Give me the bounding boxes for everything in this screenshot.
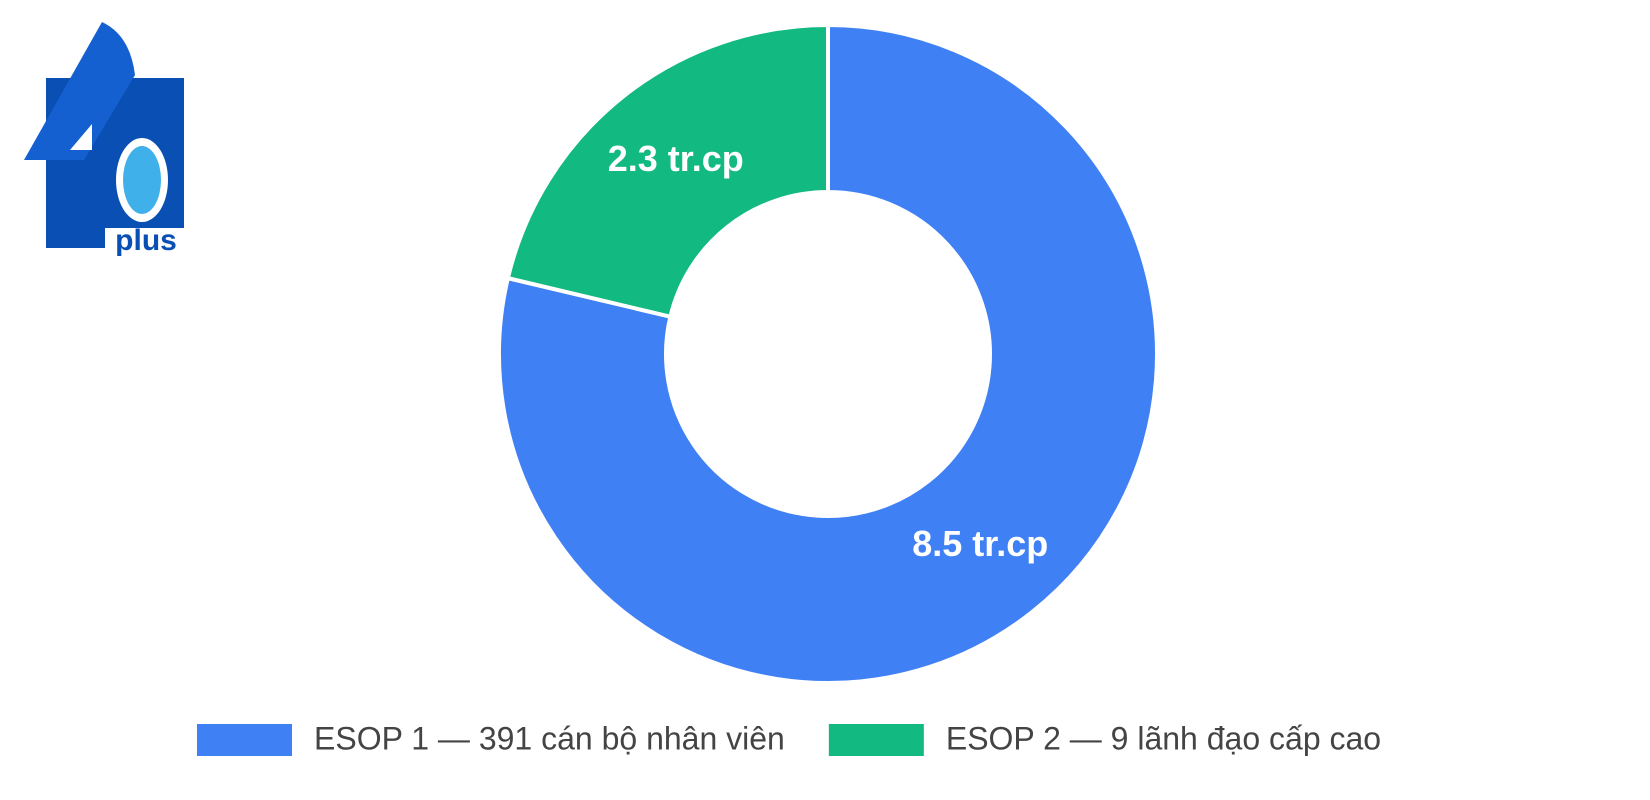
logo-four-hole bbox=[70, 124, 92, 150]
slice-label: 2.3 tr.cp bbox=[608, 138, 744, 179]
legend-label: ESOP 1 — 391 cán bộ nhân viên bbox=[314, 720, 785, 756]
logo-text: plus bbox=[115, 224, 177, 257]
legend-label: ESOP 2 — 9 lãnh đạo cấp cao bbox=[946, 720, 1381, 756]
slice-label: 8.5 tr.cp bbox=[912, 523, 1048, 564]
logo-zero-inner bbox=[123, 146, 161, 214]
donut-slice bbox=[497, 22, 1159, 685]
legend-swatch bbox=[828, 724, 924, 756]
donut-slice bbox=[505, 22, 830, 320]
logo: plus bbox=[24, 22, 187, 258]
logo-four bbox=[24, 22, 135, 160]
legend-swatch bbox=[197, 724, 292, 756]
logo-plate bbox=[105, 228, 187, 258]
